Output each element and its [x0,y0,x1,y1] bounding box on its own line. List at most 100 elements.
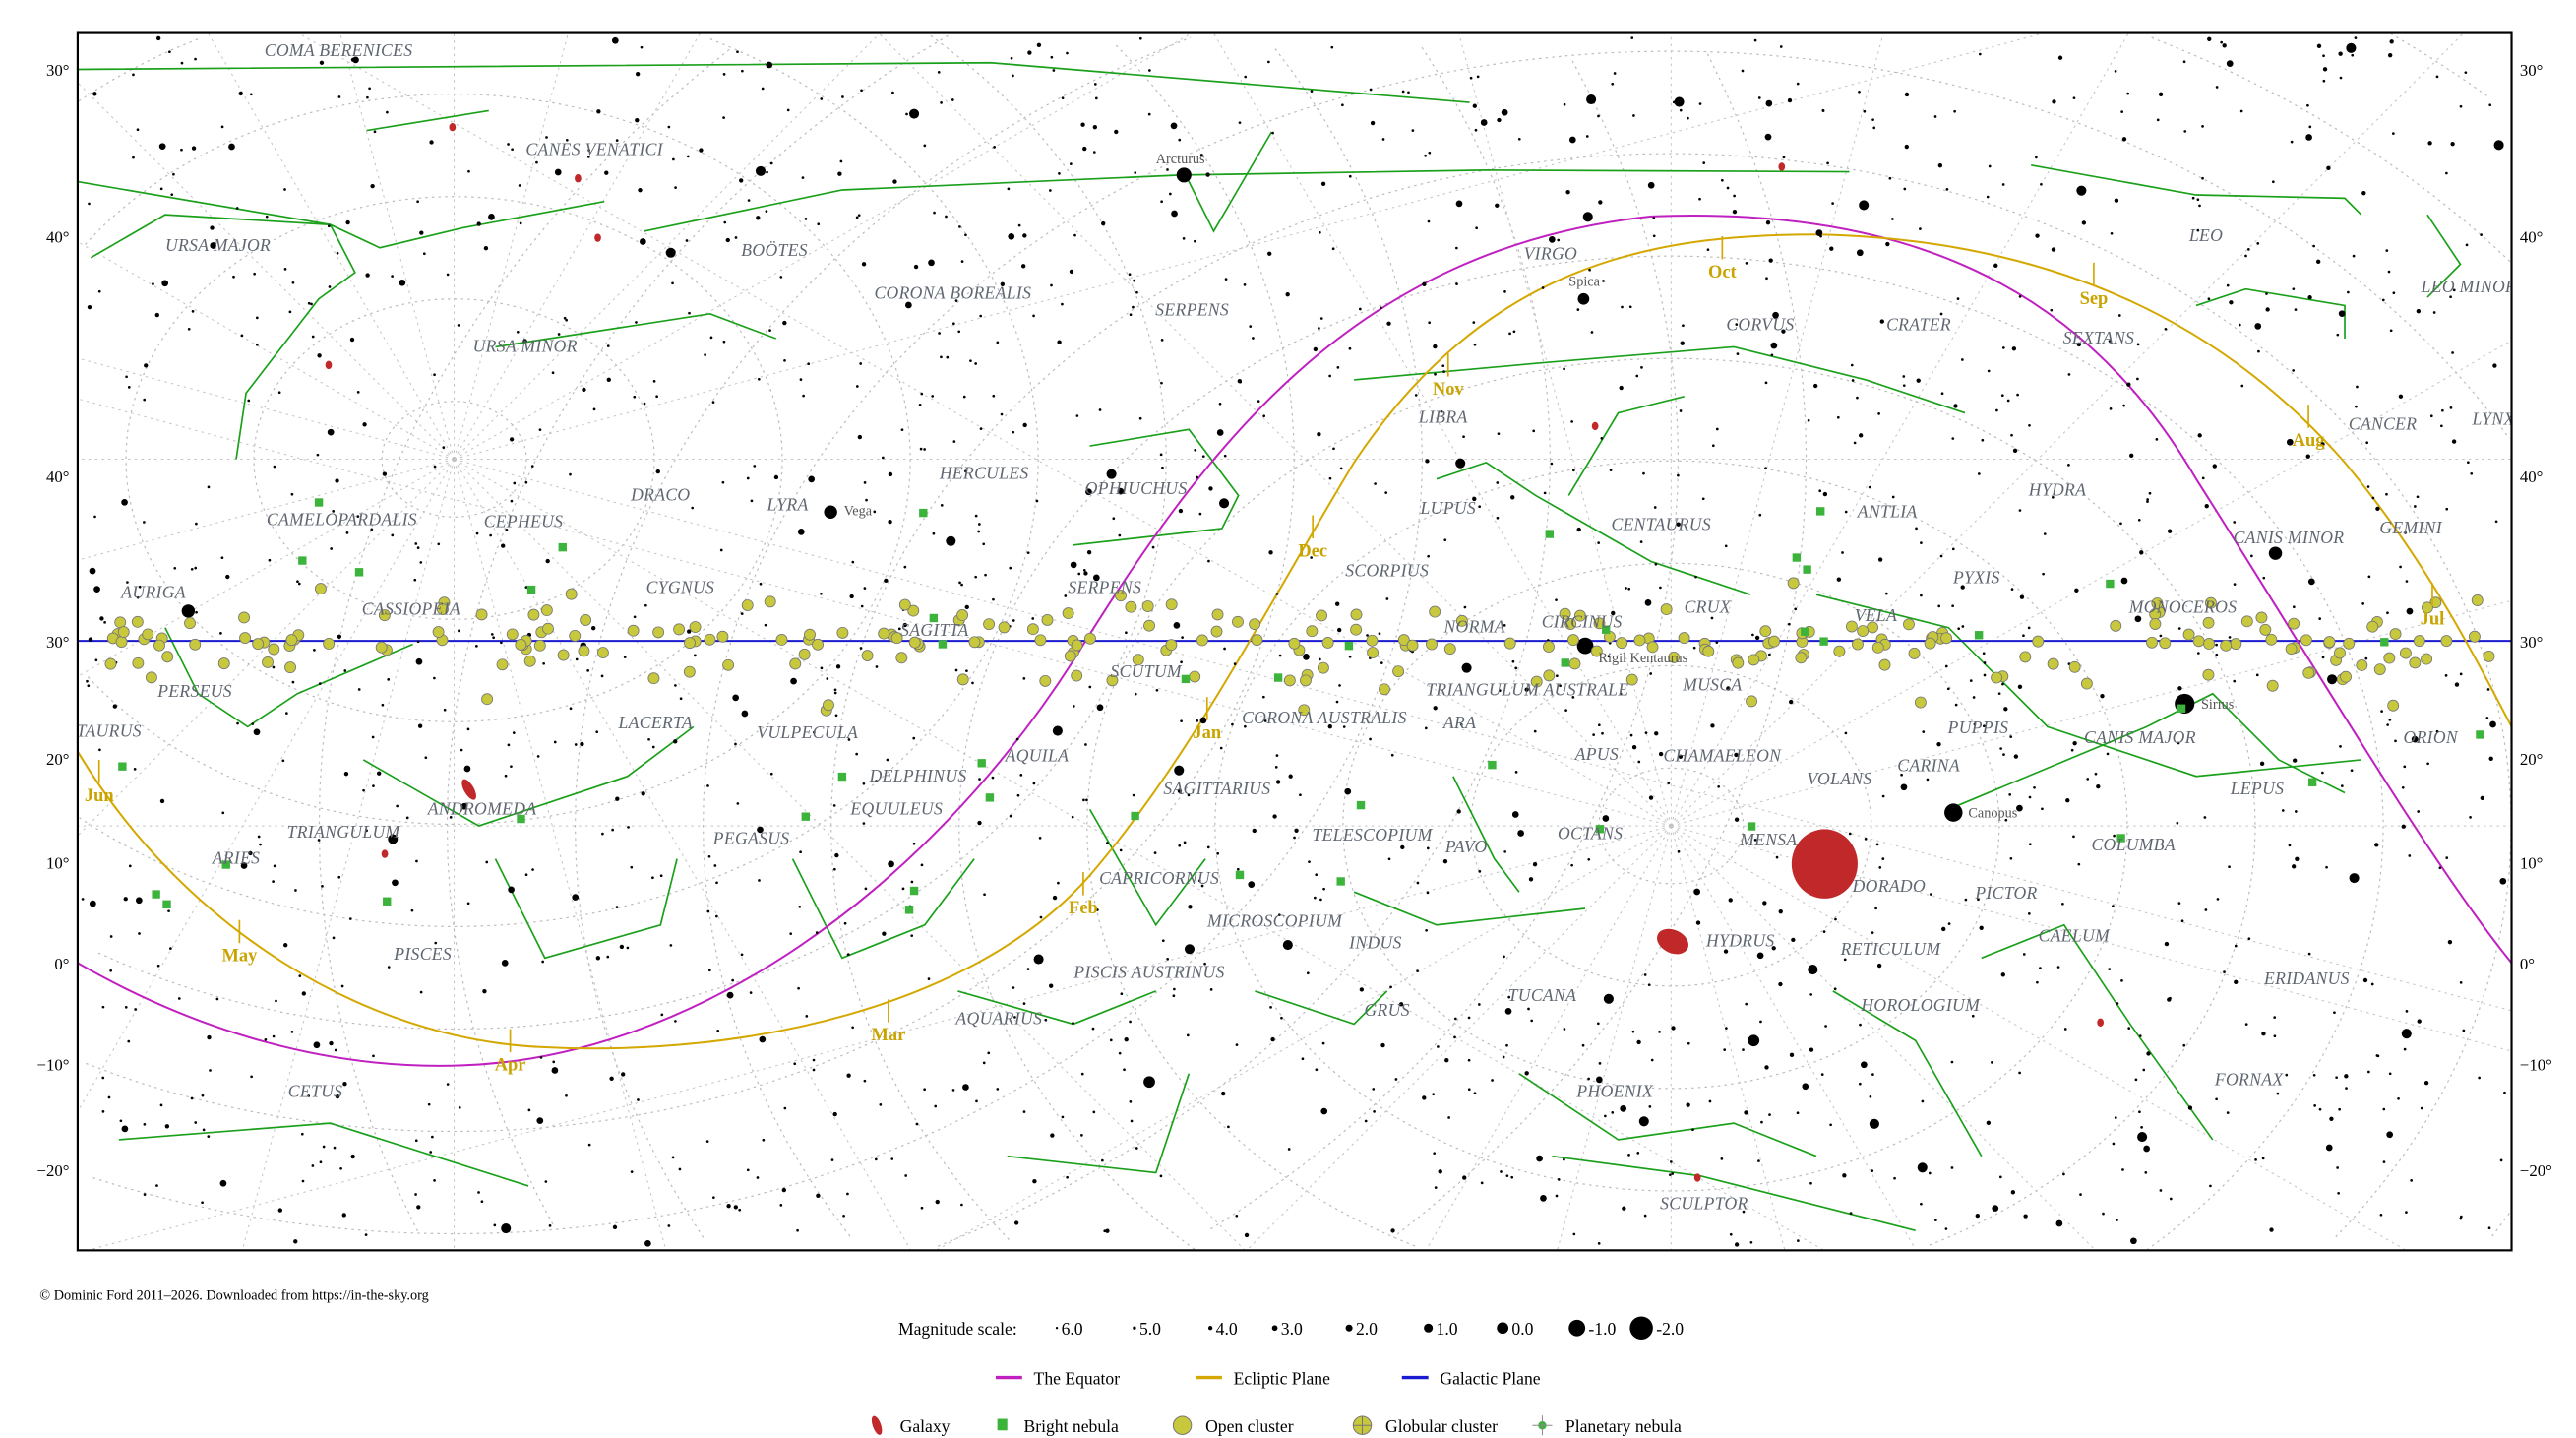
star [1013,1220,1019,1225]
star [757,826,764,834]
star [1725,1027,1728,1030]
star [2276,1092,2280,1095]
star [1184,944,1196,955]
star-name-label: Canopus [1968,806,2017,822]
constellation-label: ANTLIA [1857,501,1918,521]
star [1856,396,1859,400]
star [1698,102,1702,105]
constellation-line [1073,428,1240,546]
star [1263,719,1267,722]
star [1953,109,1956,113]
star [177,997,181,1000]
star [2127,1027,2131,1030]
star [272,1034,276,1038]
star [429,140,434,145]
declination-circle [1115,44,1295,460]
star [1677,473,1680,477]
star [1937,162,1943,168]
bright-star [1748,1034,1760,1047]
star [1742,1048,1745,1051]
star [923,1088,926,1092]
open-cluster [1991,671,2003,684]
star [1400,844,1405,850]
star [1092,1110,1096,1114]
star [87,684,91,688]
star [833,691,837,695]
open-cluster [1397,634,1410,647]
star [273,864,276,868]
axis-label-right: −10° [2520,1055,2552,1074]
star [2072,96,2076,100]
star [1161,939,1165,943]
open-cluster [1299,674,1312,687]
bright-nebula [1792,553,1802,562]
star [946,355,950,359]
star [1741,69,1745,73]
open-cluster [836,626,849,639]
star [1619,385,1624,391]
star [1129,1020,1132,1024]
star [1860,1061,1868,1069]
open-cluster [496,658,509,671]
bright-nebula [2307,778,2317,786]
star [2130,1237,2137,1245]
star [817,222,821,226]
star [1173,987,1176,991]
open-cluster [2204,596,2217,609]
declination-circle [91,459,1424,1235]
star-name-label: Rigil Kentaurus [1598,651,1687,666]
open-cluster [2413,635,2425,648]
star [1556,674,1559,678]
star [1868,485,1871,489]
star [861,262,867,267]
star [793,1062,797,1066]
star [1462,435,1465,439]
star [482,989,487,994]
galaxy [575,174,582,183]
star [1112,517,1116,521]
star [2196,198,2200,202]
constellation-label: LYNX [2472,408,2516,428]
star [979,427,983,430]
star [1604,1114,1607,1118]
galaxy [594,233,601,242]
star [356,391,360,394]
star [434,941,438,945]
star [726,1204,731,1209]
star [1853,441,1857,445]
star [1274,765,1278,769]
open-cluster [2019,651,2032,663]
star [843,921,847,925]
star [1620,1105,1627,1112]
star [480,1200,484,1204]
star [1916,378,1921,383]
star [1088,685,1092,689]
constellation-line [1452,776,1520,893]
star [1358,307,1362,311]
star [247,399,251,403]
star [707,969,711,972]
star [565,318,568,322]
constellation-label: PEGASUS [712,829,790,848]
star [415,859,418,863]
star [635,117,640,123]
star [768,329,771,332]
star [873,510,877,514]
star [2308,125,2312,129]
star [2012,448,2018,453]
star [1536,1155,1543,1162]
star [1625,587,1627,590]
star [2452,288,2456,292]
star [2262,576,2266,580]
star [1891,495,1895,499]
star [2204,908,2208,911]
star [2177,627,2181,630]
star [1257,400,1260,403]
open-cluster [1668,651,1681,663]
star [1957,627,1961,631]
star [931,395,935,398]
star [746,1168,750,1172]
star [1736,352,1740,355]
star [2489,720,2496,728]
